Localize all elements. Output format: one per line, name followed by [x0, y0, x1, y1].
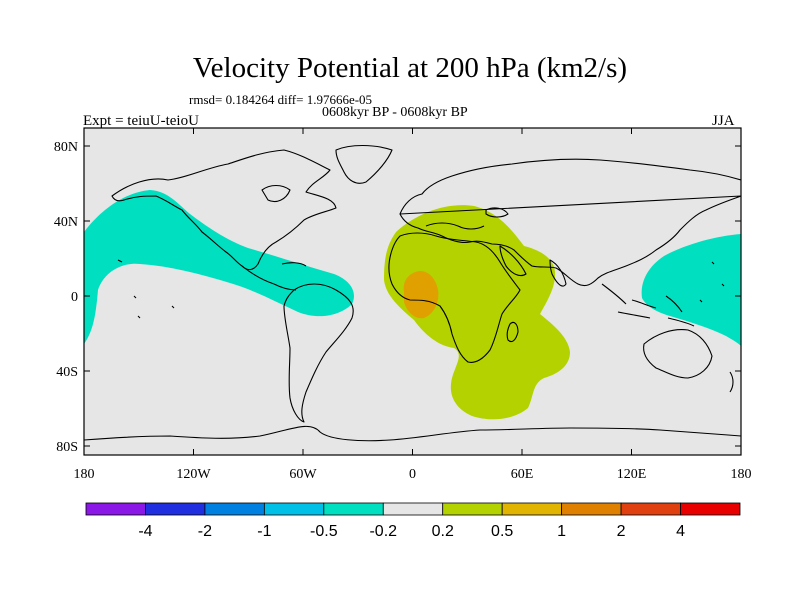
coastlines: [84, 144, 741, 442]
colorbar-swatch: [382, 502, 444, 516]
colorbar-label: -0.5: [310, 523, 338, 540]
region-negative-east-pacific: [84, 190, 354, 344]
lon-tick-label: 120W: [176, 467, 211, 482]
colorbar-label: 1: [557, 523, 566, 540]
colorbar-swatch: [680, 502, 741, 516]
season-label: JJA: [712, 113, 735, 129]
lat-tick-label: 40N: [54, 215, 78, 230]
rmsd-diff-stats: rmsd= 0.184264 diff= 1.97666e-05: [189, 92, 373, 107]
colorbar-label: -0.2: [369, 523, 397, 540]
colorbar-label: 0.5: [491, 523, 513, 540]
region-negative-west-pacific: [641, 234, 741, 346]
plot-title: Velocity Potential at 200 hPa (km2/s): [192, 52, 628, 84]
lat-tick-label: 80S: [56, 440, 78, 455]
lon-tick-label: 60W: [289, 467, 317, 482]
colorbar-swatch: [620, 502, 681, 516]
lon-tick-label: 60E: [511, 467, 534, 482]
colorbar-swatch: [561, 502, 622, 516]
lon-tick-label: 180: [74, 467, 95, 482]
lat-tick-label: 40S: [56, 365, 78, 380]
lon-tick-label: 180: [731, 467, 752, 482]
lon-tick-label: 120E: [617, 467, 647, 482]
colorbar-label: 0.2: [432, 523, 454, 540]
colorbar-label: -4: [138, 523, 152, 540]
colorbar-swatch: [263, 502, 325, 516]
colorbar-swatch: [204, 502, 265, 516]
colorbar-swatch: [145, 502, 206, 516]
experiment-label: Expt = teiuU-teioU: [83, 113, 199, 129]
colorbar-swatch: [323, 502, 384, 516]
lat-tick-label: 80N: [54, 140, 78, 155]
colorbar-swatch: [85, 502, 146, 516]
colorbar-label: -1: [257, 523, 271, 540]
colorbar-label: 4: [676, 523, 685, 540]
colorbar-label: -2: [198, 523, 212, 540]
lon-tick-label: 0: [409, 467, 416, 482]
colorbar-label: 2: [617, 523, 626, 540]
colorbar-swatch: [501, 502, 563, 516]
period-label: 0608kyr BP - 0608kyr BP: [322, 105, 468, 120]
region-positive-gulf-of-guinea: [403, 271, 439, 319]
colorbar-swatch: [442, 502, 503, 516]
lat-tick-label: 0: [71, 290, 78, 305]
